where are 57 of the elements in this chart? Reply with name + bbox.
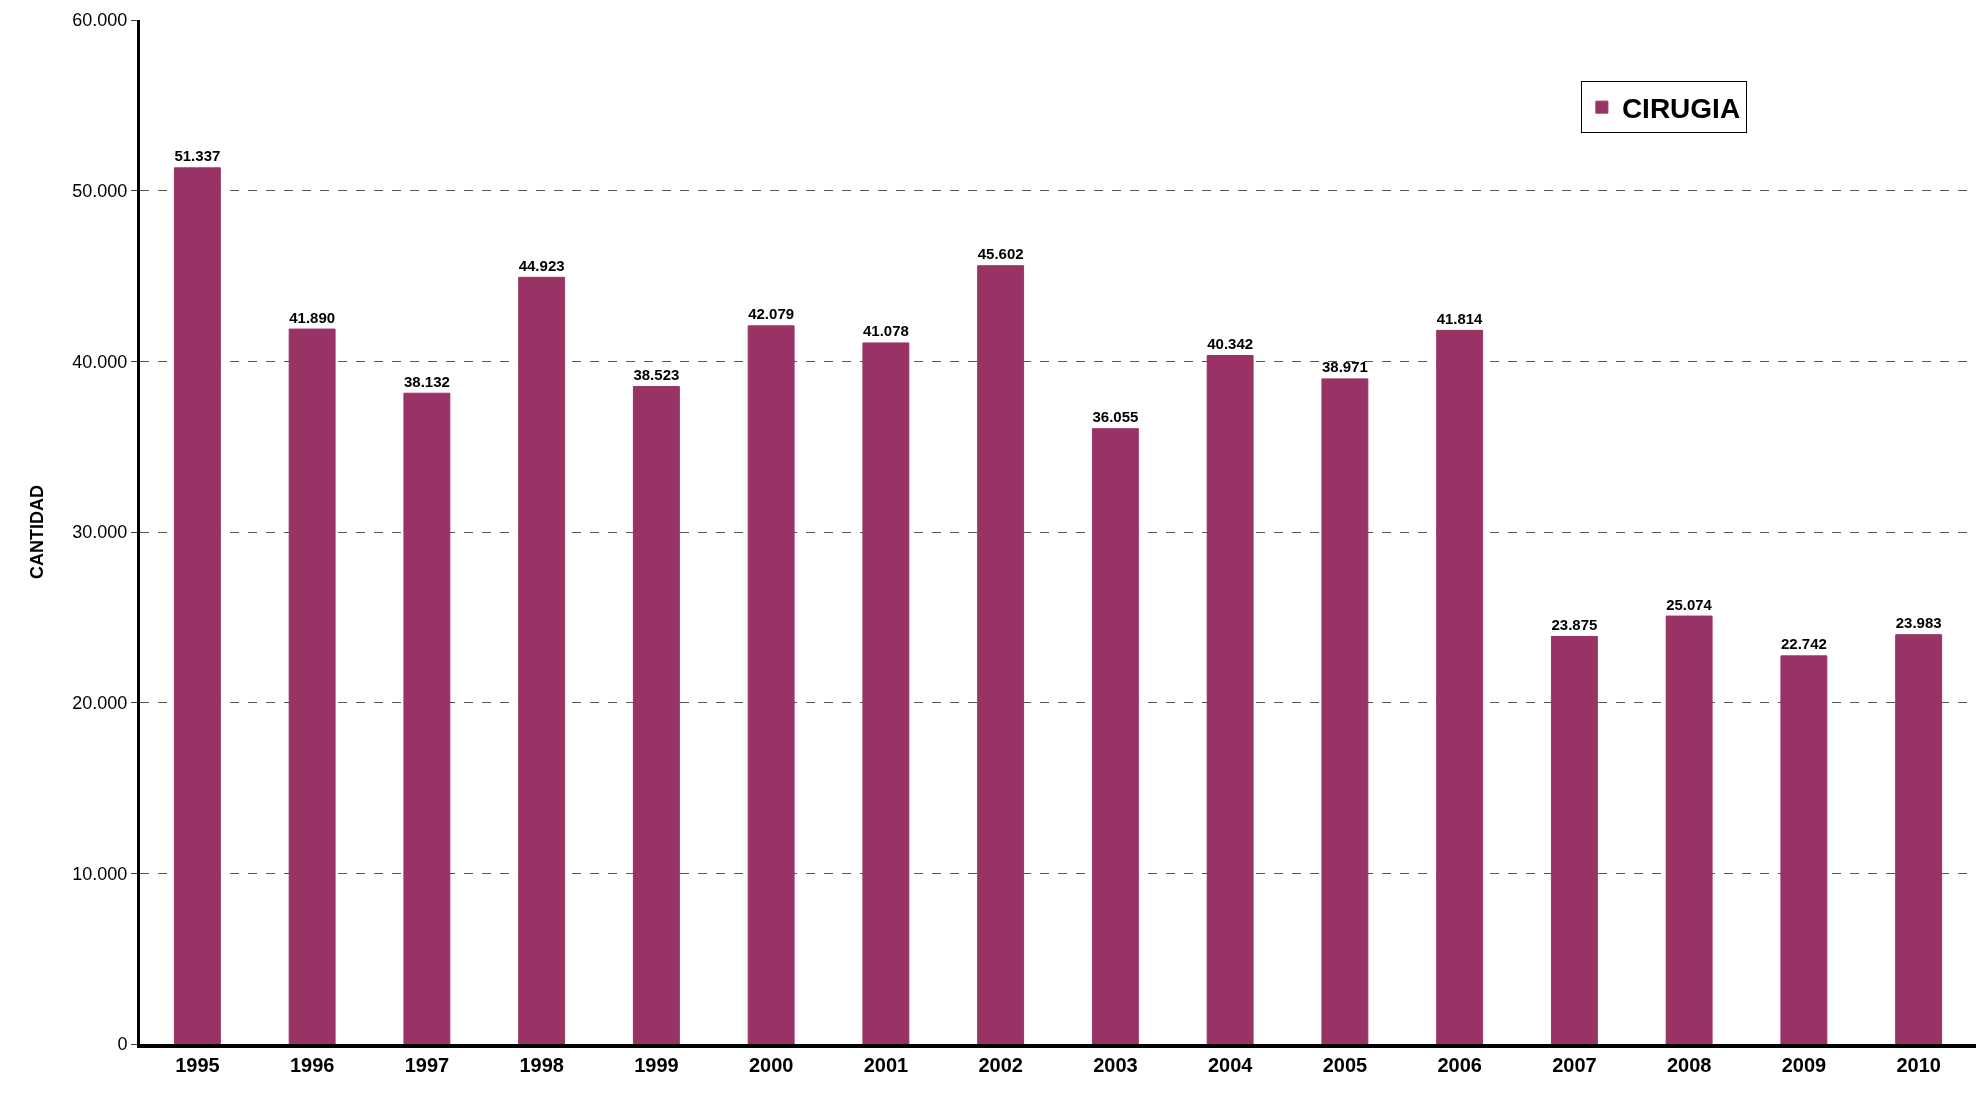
y-tick-label: 40.000 — [72, 351, 128, 372]
x-tick-label: 1996 — [289, 1054, 335, 1076]
x-tick-label: 1995 — [175, 1054, 220, 1076]
data-label: 40.342 — [1207, 335, 1254, 353]
data-label: 25.074 — [1666, 596, 1713, 613]
bar — [173, 167, 221, 1044]
data-label: 44.923 — [518, 256, 565, 274]
legend-label: CIRUGIA — [1621, 93, 1741, 125]
bar — [862, 342, 910, 1044]
data-label: 38.971 — [1321, 358, 1368, 376]
bar — [1895, 634, 1943, 1044]
y-tick-label: 30.000 — [72, 522, 128, 543]
data-label: 42.079 — [748, 305, 795, 323]
x-tick-label: 1998 — [519, 1054, 564, 1076]
bar — [288, 328, 336, 1044]
bar — [1436, 329, 1484, 1044]
data-label: 45.602 — [977, 245, 1024, 263]
x-tick-label: 2000 — [748, 1054, 794, 1076]
y-tick-label: 50.000 — [72, 180, 128, 201]
data-label: 22.742 — [1780, 635, 1827, 653]
y-tick-label: 20.000 — [72, 692, 128, 713]
x-tick-label: 2008 — [1666, 1054, 1712, 1076]
data-label: 41.078 — [862, 322, 909, 340]
x-tick-label: 2006 — [1437, 1054, 1482, 1076]
data-label: 41.890 — [289, 308, 336, 326]
x-tick-label: 2005 — [1322, 1054, 1368, 1076]
x-tick-label: 1997 — [404, 1054, 450, 1076]
data-label: 23.983 — [1895, 614, 1942, 632]
x-tick-label: 2002 — [978, 1054, 1023, 1076]
data-label: 38.132 — [403, 372, 450, 390]
bar — [1321, 378, 1369, 1044]
x-tick-label: 2010 — [1896, 1054, 1941, 1076]
bar — [1091, 428, 1139, 1044]
bar — [1206, 355, 1254, 1044]
y-tick-label: 60.000 — [72, 10, 128, 31]
x-tick-label: 2009 — [1781, 1054, 1827, 1076]
y-tick-label: 10.000 — [72, 863, 128, 884]
data-label: 36.055 — [1092, 408, 1139, 426]
bar — [403, 392, 451, 1044]
bar — [1780, 655, 1828, 1044]
x-tick-label: 2007 — [1552, 1054, 1597, 1076]
data-label: 51.337 — [174, 147, 221, 165]
bar — [747, 325, 795, 1044]
bar — [632, 386, 680, 1044]
bar — [977, 265, 1025, 1044]
bar — [518, 276, 566, 1044]
x-tick-label: 2004 — [1207, 1054, 1254, 1076]
data-label: 38.523 — [633, 366, 680, 384]
y-tick-label: 0 — [117, 1034, 128, 1055]
y-axis-title: CANTIDAD — [26, 485, 47, 579]
x-tick-label: 2001 — [863, 1054, 909, 1076]
bar — [1665, 615, 1713, 1044]
data-label: 23.875 — [1551, 616, 1598, 634]
data-label: 41.814 — [1436, 310, 1483, 327]
bar — [1550, 636, 1598, 1044]
x-tick-label: 2003 — [1093, 1054, 1138, 1076]
x-tick-label: 1999 — [634, 1054, 679, 1076]
